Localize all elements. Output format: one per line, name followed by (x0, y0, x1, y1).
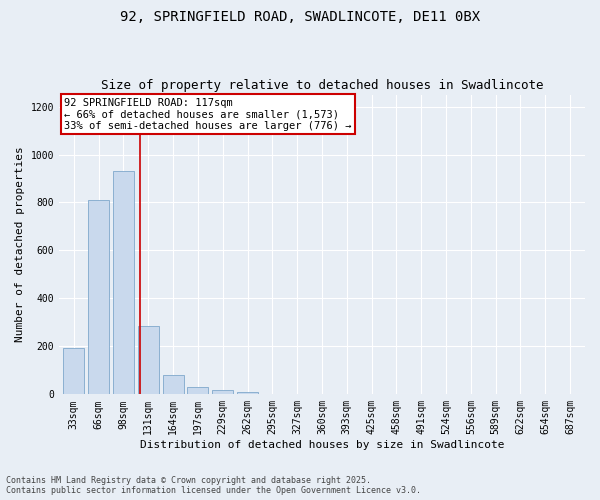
Text: 92, SPRINGFIELD ROAD, SWADLINCOTE, DE11 0BX: 92, SPRINGFIELD ROAD, SWADLINCOTE, DE11 … (120, 10, 480, 24)
Bar (212, 390, 233, 394)
Bar (113, 172, 134, 394)
Title: Size of property relative to detached houses in Swadlincote: Size of property relative to detached ho… (101, 79, 543, 92)
Bar (163, 375, 184, 394)
Bar (237, 392, 258, 394)
Y-axis label: Number of detached properties: Number of detached properties (15, 146, 25, 342)
Bar (138, 326, 159, 394)
Bar (187, 387, 208, 394)
Bar (88, 200, 109, 394)
Text: 92 SPRINGFIELD ROAD: 117sqm
← 66% of detached houses are smaller (1,573)
33% of : 92 SPRINGFIELD ROAD: 117sqm ← 66% of det… (64, 98, 352, 131)
Bar (63, 348, 85, 395)
X-axis label: Distribution of detached houses by size in Swadlincote: Distribution of detached houses by size … (140, 440, 504, 450)
Text: Contains HM Land Registry data © Crown copyright and database right 2025.
Contai: Contains HM Land Registry data © Crown c… (6, 476, 421, 495)
